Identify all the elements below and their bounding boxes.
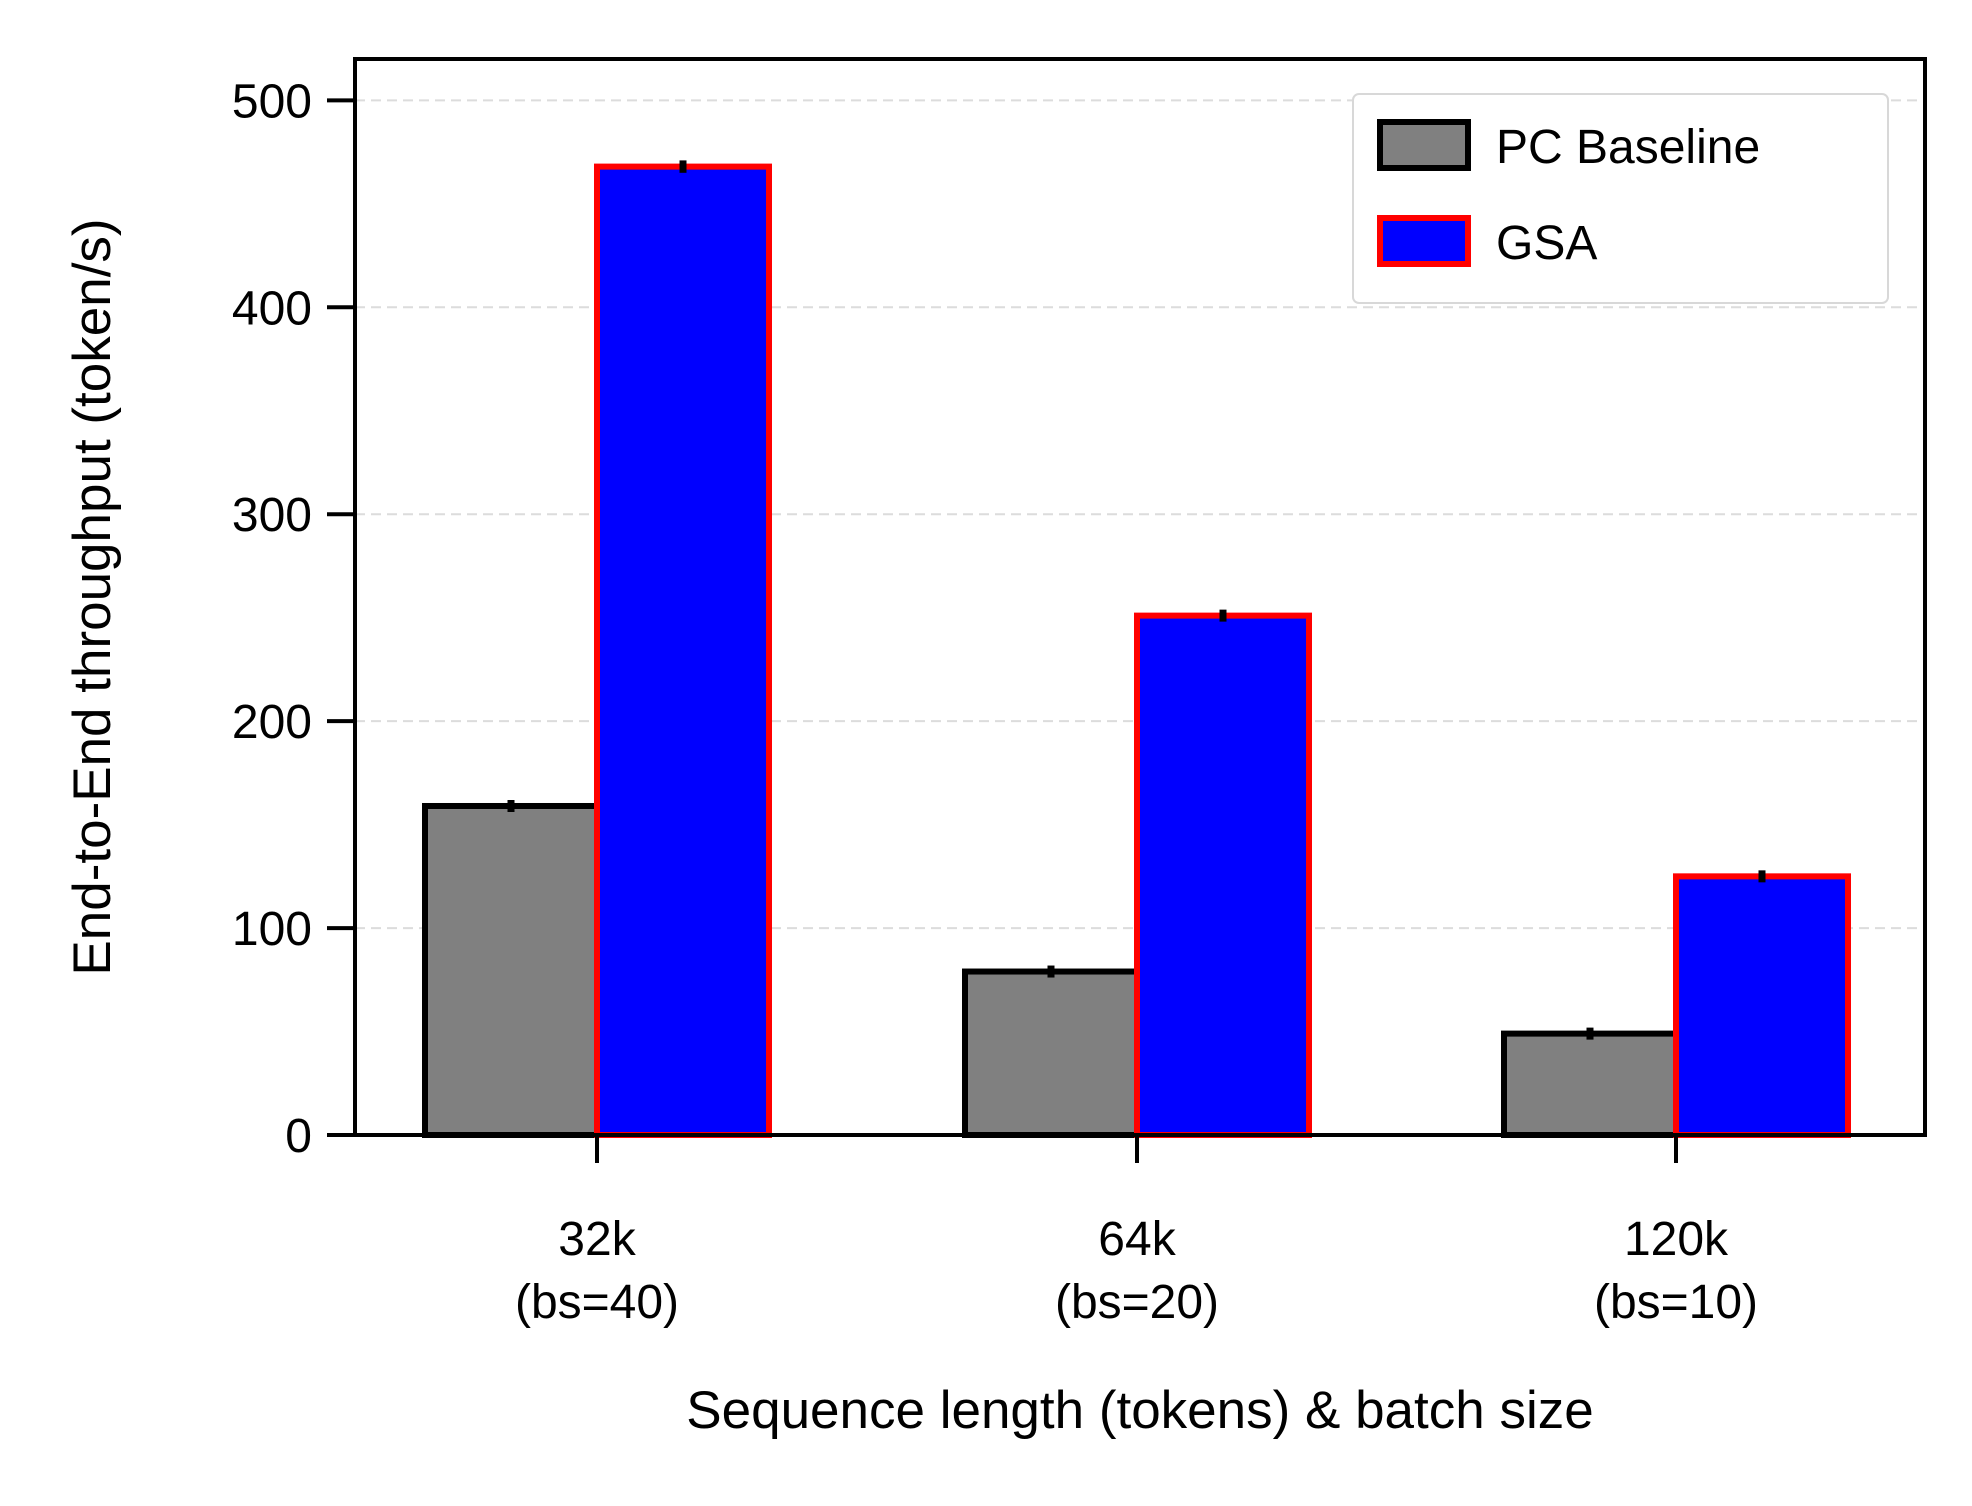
y-axis: 0 100 200 300 400 500: [232, 75, 355, 1163]
legend-swatch-pc-baseline: [1377, 119, 1471, 171]
bar-pc-baseline: [962, 968, 1140, 1138]
y-axis-label: End-to-End throughput (token/s): [63, 218, 122, 975]
bar-pc-baseline: [1501, 1030, 1679, 1138]
x-tick-label: 32k (bs=40): [515, 1213, 679, 1329]
plot-frame: [353, 57, 1927, 1137]
bar-gsa: [1673, 873, 1851, 1138]
x-tick-label: 120k (bs=10): [1594, 1213, 1758, 1329]
legend-frame: [1352, 93, 1889, 304]
y-tick-label: 0: [285, 1110, 312, 1163]
y-tick-label: 400: [232, 282, 312, 335]
legend-label-gsa: GSA: [1496, 217, 1597, 270]
bar-gsa: [594, 163, 772, 1139]
x-axis-label: Sequence length (tokens) & batch size: [686, 1381, 1593, 1440]
y-tick-label: 100: [232, 903, 312, 956]
y-tick-label: 300: [232, 489, 312, 542]
x-axis: 32k (bs=40) 64k (bs=20) 120k (bs=10): [515, 1135, 1758, 1329]
legend-label-pc-baseline: PC Baseline: [1496, 121, 1760, 174]
legend-swatch-gsa: [1377, 215, 1471, 267]
bars: [422, 160, 1851, 1139]
y-tick-label: 200: [232, 696, 312, 749]
bar-pc-baseline: [422, 802, 600, 1138]
legend: PC Baseline GSA: [1352, 93, 1889, 304]
y-tick-label: 500: [232, 75, 312, 128]
x-tick-label: 64k (bs=20): [1055, 1213, 1219, 1329]
bar-gsa: [1134, 612, 1312, 1138]
